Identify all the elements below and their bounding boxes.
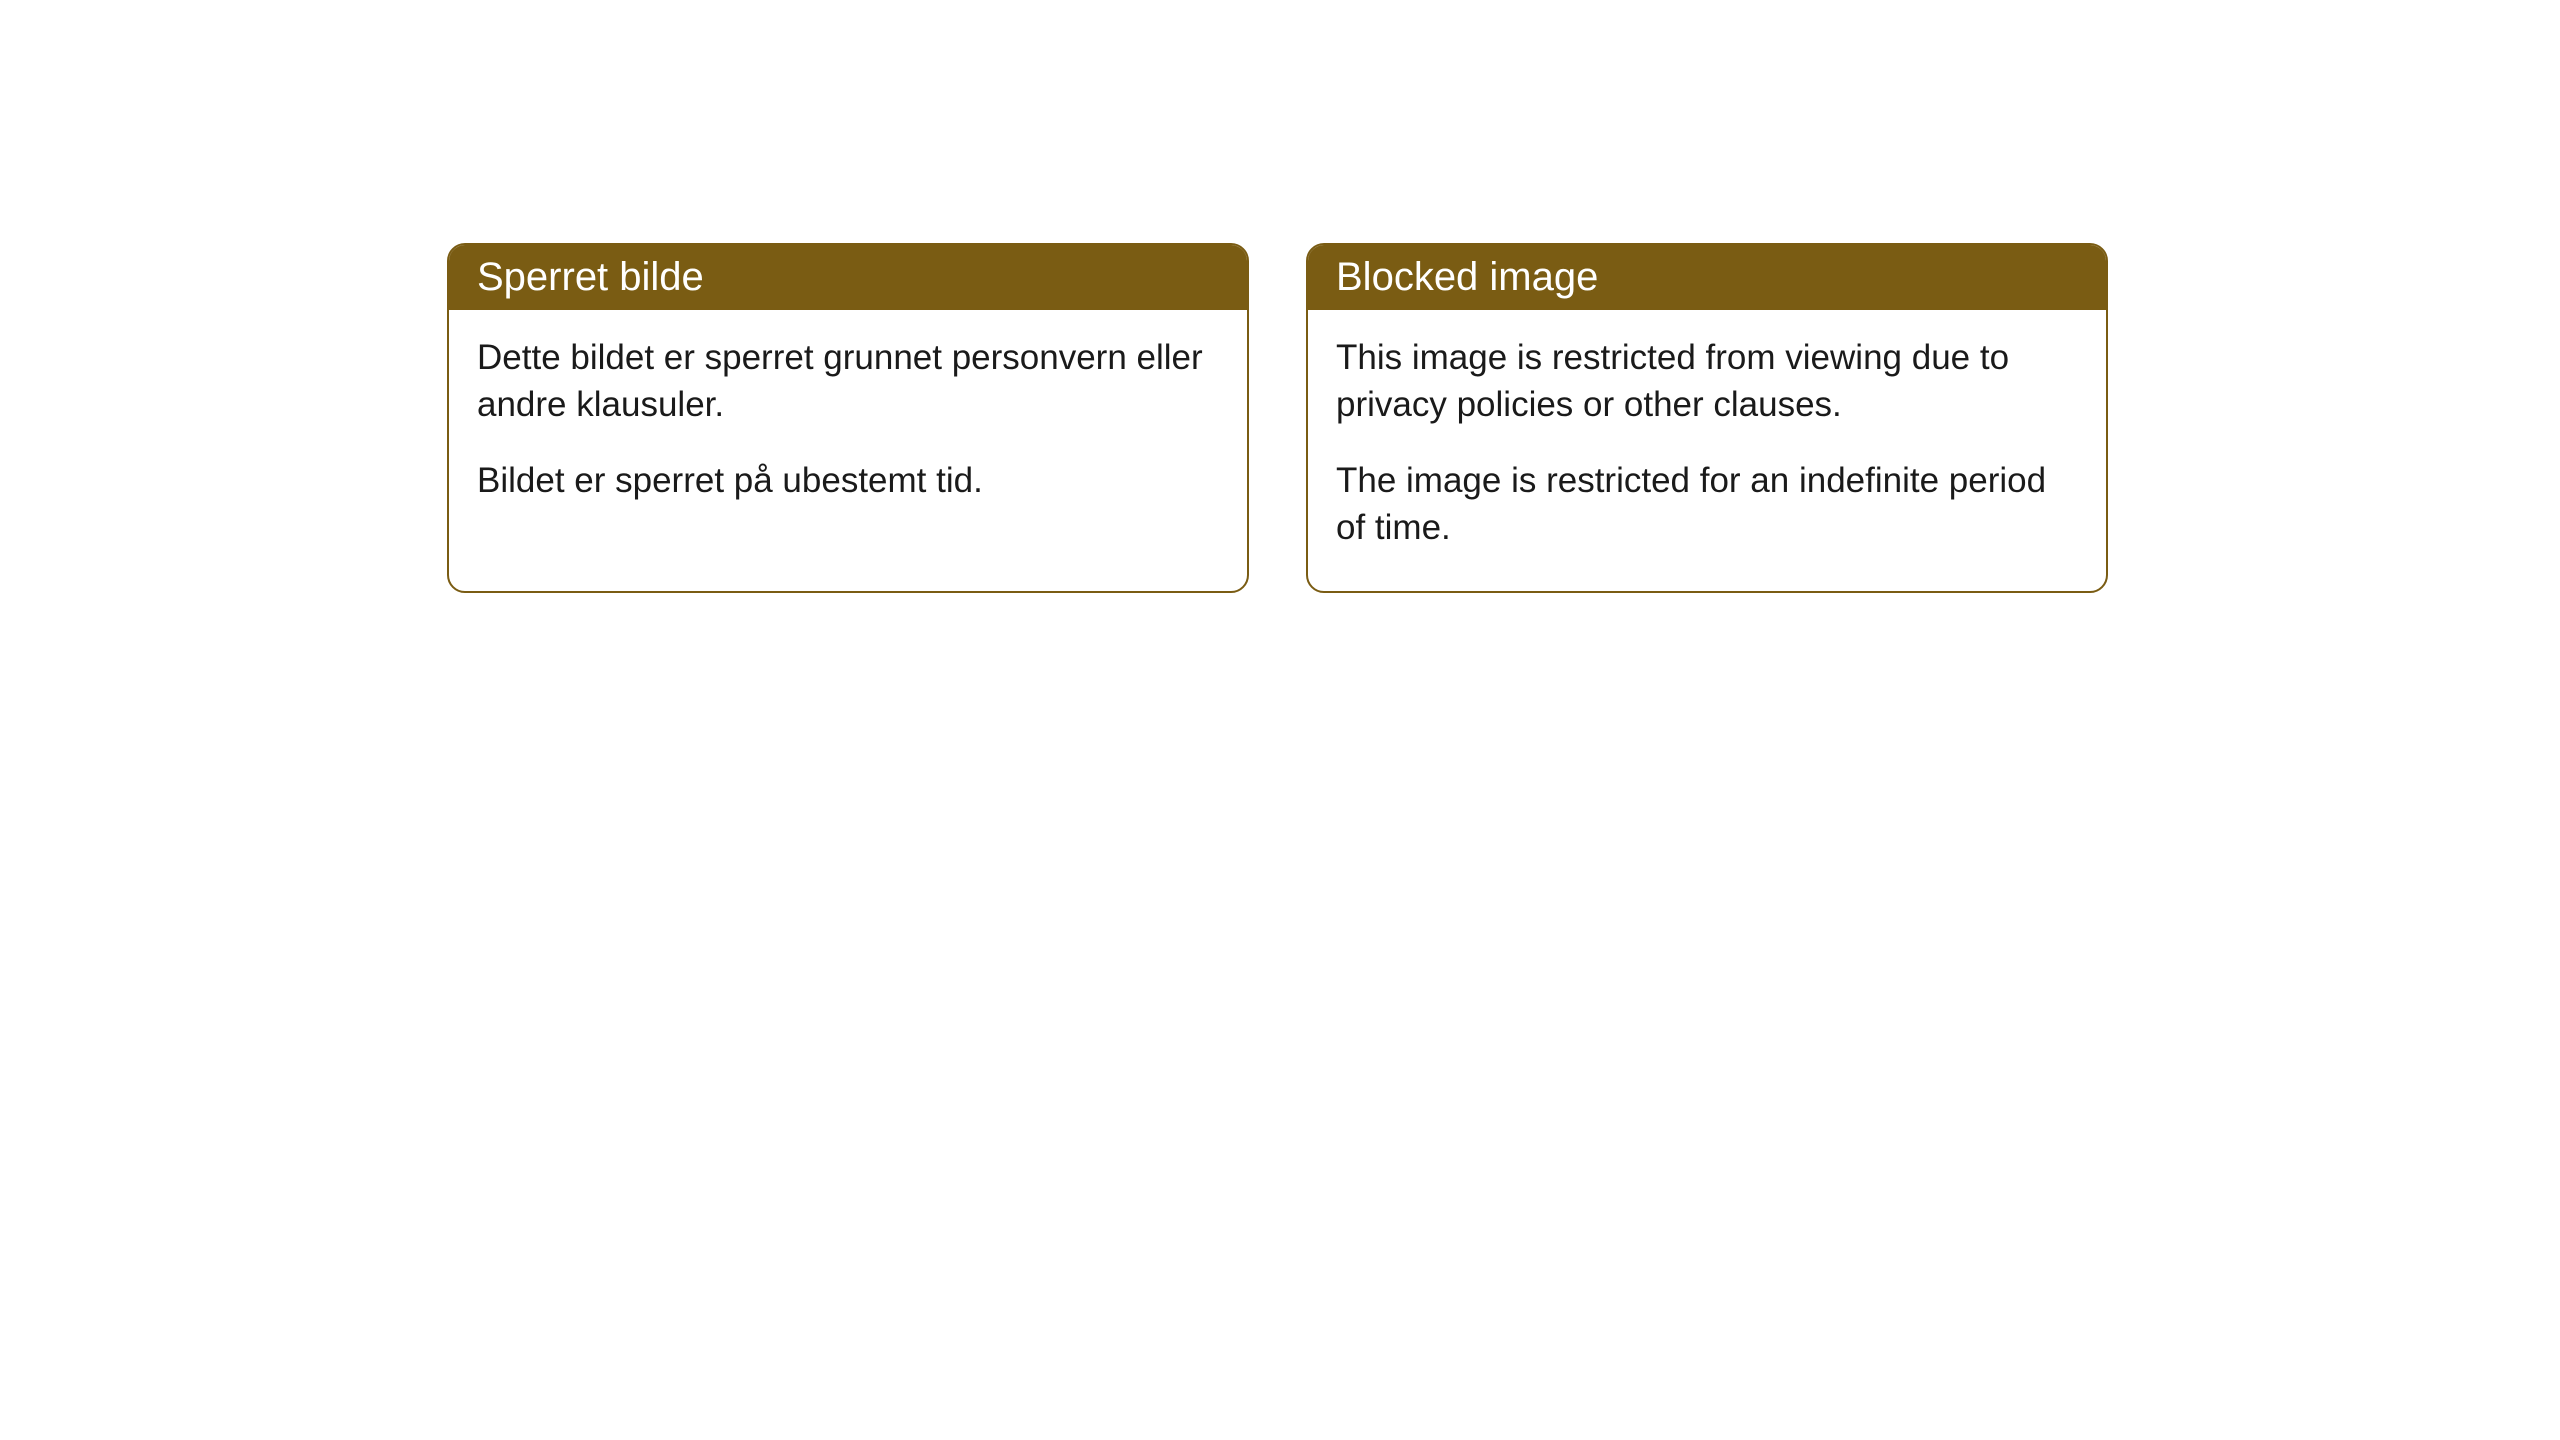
card-paragraph: This image is restricted from viewing du…	[1336, 334, 2078, 429]
card-paragraph: Bildet er sperret på ubestemt tid.	[477, 457, 1219, 504]
cards-container: Sperret bilde Dette bildet er sperret gr…	[447, 243, 2108, 593]
card-body-english: This image is restricted from viewing du…	[1308, 310, 2106, 591]
card-header-english: Blocked image	[1308, 245, 2106, 310]
card-header-norwegian: Sperret bilde	[449, 245, 1247, 310]
card-paragraph: Dette bildet er sperret grunnet personve…	[477, 334, 1219, 429]
card-english: Blocked image This image is restricted f…	[1306, 243, 2108, 593]
card-norwegian: Sperret bilde Dette bildet er sperret gr…	[447, 243, 1249, 593]
card-paragraph: The image is restricted for an indefinit…	[1336, 457, 2078, 552]
card-body-norwegian: Dette bildet er sperret grunnet personve…	[449, 310, 1247, 544]
